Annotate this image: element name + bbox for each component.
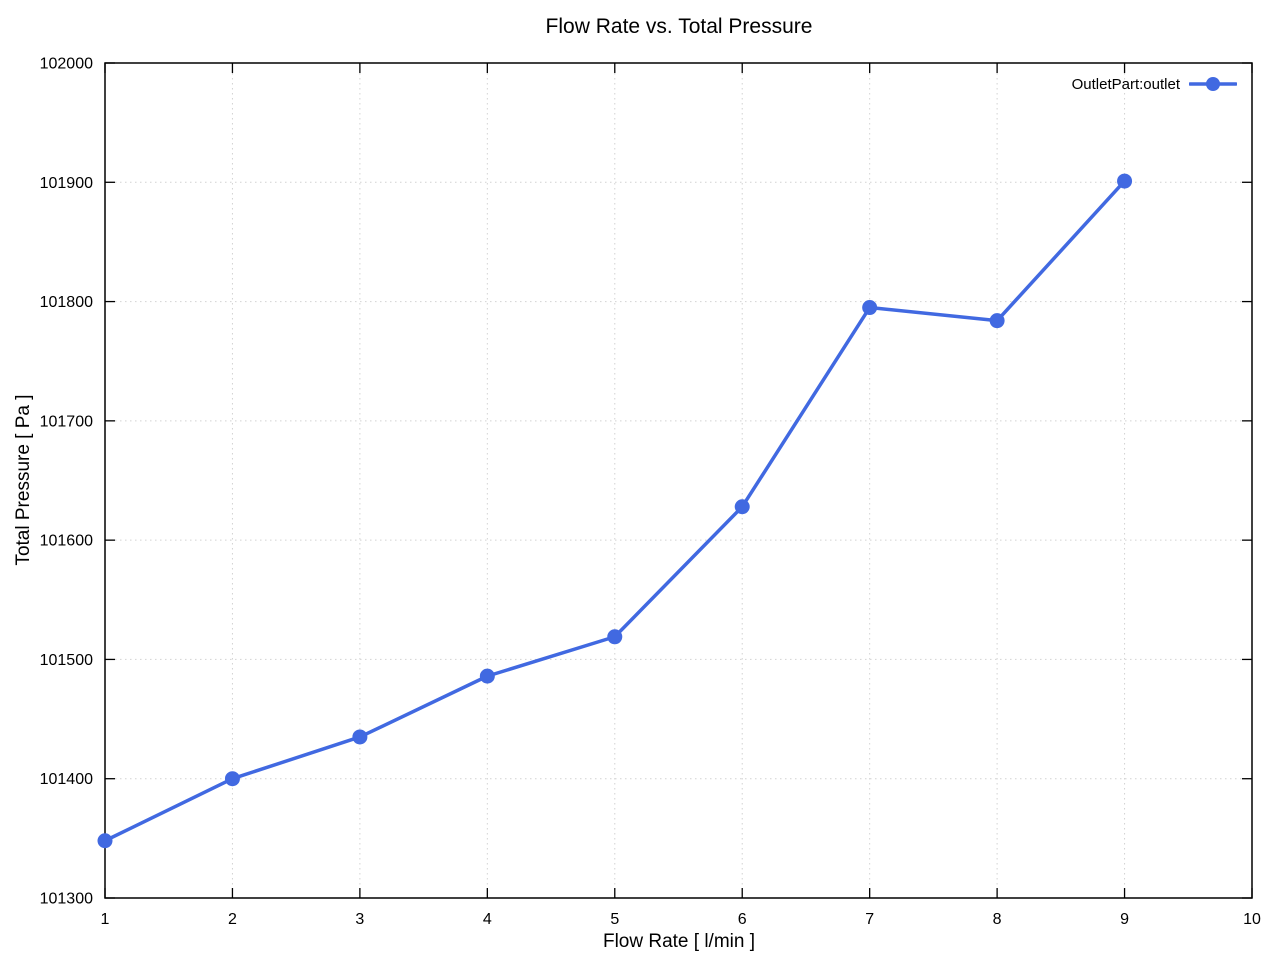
data-point-marker	[1117, 173, 1133, 189]
data-point-marker	[352, 729, 368, 745]
legend: OutletPart:outlet	[1072, 74, 1237, 94]
y-tick-label: 101400	[40, 771, 93, 788]
legend-sample-marker	[1206, 77, 1220, 91]
y-tick-label: 101500	[40, 652, 93, 669]
x-tick-label: 3	[355, 911, 364, 928]
y-tick-label: 101600	[40, 533, 93, 550]
y-tick-label: 101300	[40, 891, 93, 908]
y-tick-label: 101800	[40, 294, 93, 311]
y-tick-label: 101700	[40, 413, 93, 430]
data-point-marker	[734, 499, 750, 515]
x-tick-label: 8	[993, 911, 1002, 928]
legend-label: OutletPart:outlet	[1071, 75, 1180, 93]
series-line	[103, 179, 1127, 843]
x-tick-label: 6	[738, 911, 747, 928]
x-tick-label: 2	[228, 911, 237, 928]
data-point-marker	[862, 300, 878, 316]
x-tick-label: 1	[101, 911, 110, 928]
y-tick-label: 101900	[40, 175, 93, 192]
legend-line-marker-icon	[1189, 77, 1237, 91]
chart-title: Flow Rate vs. Total Pressure	[545, 15, 813, 38]
x-tick-label: 7	[865, 911, 874, 928]
x-tick-label: 10	[1243, 911, 1261, 928]
data-point-marker	[224, 771, 240, 787]
data-point-marker	[97, 833, 113, 849]
data-point-marker	[479, 668, 495, 684]
x-tick-label: 9	[1120, 911, 1129, 928]
data-point-marker	[607, 629, 623, 645]
plot-border	[104, 62, 1253, 899]
x-tick-label: 5	[610, 911, 619, 928]
x-axis-label: Flow Rate [ l/min ]	[602, 931, 756, 952]
x-tick-label: 4	[483, 911, 492, 928]
data-point-marker	[989, 313, 1005, 329]
y-tick-label: 102000	[40, 56, 93, 73]
